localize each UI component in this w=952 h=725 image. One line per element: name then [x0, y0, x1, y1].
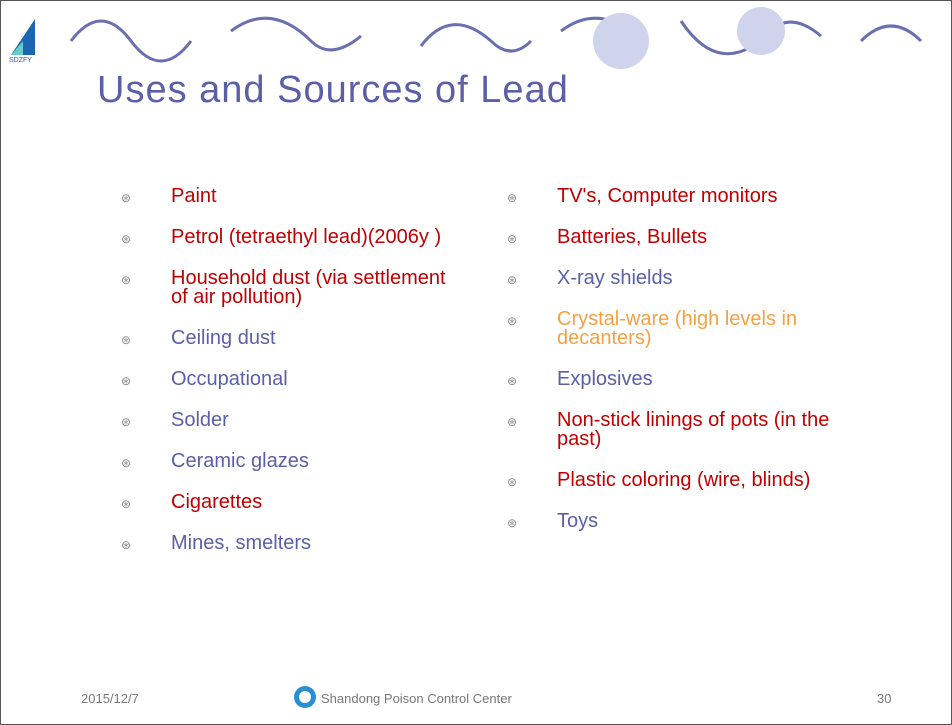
- bullet-item: Occupational: [121, 369, 461, 391]
- bullet-item: Mines, smelters: [121, 533, 461, 555]
- decoration: [69, 7, 923, 69]
- date: 2015/12/7: [81, 691, 139, 706]
- page-number: 30: [877, 691, 892, 706]
- bullet-item: Solder: [121, 410, 461, 432]
- bullet-item: Explosives: [507, 369, 867, 391]
- bullet-item: Cigarettes: [121, 492, 461, 514]
- bullet-item: TV's, Computer monitors: [507, 186, 867, 208]
- left-list: Paint Petrol (tetraethyl lead)(2006y ) Hou…: [121, 186, 461, 575]
- logo-icon: [11, 19, 35, 55]
- bullet-item: Paint: [121, 186, 461, 208]
- bullet-item: Toys: [507, 511, 867, 533]
- bullet-item: Ceiling dust: [121, 328, 461, 350]
- footer-center: Shandong Poison Control Center: [321, 691, 512, 706]
- bullet-item: Crystal-ware (high levels in decanters): [507, 309, 867, 348]
- bullet-item: Batteries, Bullets: [507, 227, 867, 249]
- bullet-item: Plastic coloring (wire, blinds): [507, 470, 867, 492]
- bullet-item: Household dust (via settlement of air po…: [121, 268, 461, 307]
- right-list: TV's, Computer monitors Batteries, Bullet…: [507, 186, 867, 553]
- bullet-item: Non-stick linings of pots (in the past): [507, 410, 867, 449]
- logo: SDZFY: [9, 57, 32, 64]
- bullet-item: X-ray shields: [507, 268, 867, 290]
- title: Uses and Sources of Lead: [97, 69, 569, 111]
- footer-icon: [294, 686, 316, 708]
- bullet-item: Petrol (tetraethyl lead)(2006y ): [121, 227, 461, 249]
- bullet-item: Ceramic glazes: [121, 451, 461, 473]
